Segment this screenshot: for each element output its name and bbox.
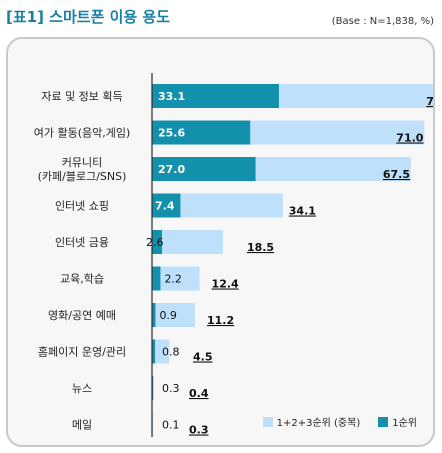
base-note: (Base : N=1,838, %) bbox=[331, 16, 434, 27]
legend-label-total: 1+2+3순위 (중복) bbox=[276, 418, 361, 429]
legend-swatch-first bbox=[378, 416, 389, 427]
category-label: 홈페이지 운영/관리 bbox=[38, 345, 126, 359]
bar-first bbox=[152, 157, 256, 181]
bar-total bbox=[152, 339, 170, 364]
category-label: 메일 bbox=[72, 418, 92, 432]
value-label-total: 34.1 bbox=[289, 205, 316, 218]
legend-swatch-total bbox=[262, 416, 273, 427]
legend: 1+2+3순위 (중복) 1순위 bbox=[262, 414, 417, 429]
value-label-first: 2.2 bbox=[164, 273, 182, 286]
bar-first bbox=[152, 266, 161, 291]
value-label-total: 18.5 bbox=[247, 241, 274, 254]
legend-label-first: 1순위 bbox=[392, 418, 417, 429]
bar-first bbox=[152, 339, 156, 364]
value-label-first: 7.4 bbox=[155, 200, 175, 213]
category-label: 자료 및 정보 획득 bbox=[41, 90, 122, 103]
bar-first bbox=[152, 120, 251, 145]
value-label-total: 11.2 bbox=[207, 314, 234, 327]
value-label-first: 2.6 bbox=[146, 236, 164, 249]
value-label-total: 12.4 bbox=[212, 278, 239, 291]
bar-first bbox=[152, 303, 156, 327]
value-label-total: 78.8 bbox=[426, 95, 433, 108]
value-label-total: 4.5 bbox=[193, 351, 213, 364]
category-label: 커뮤니티 bbox=[62, 156, 102, 169]
chart-title: [표1] 스마트폰 이용 용도 bbox=[6, 8, 171, 26]
value-label-total: 0.3 bbox=[189, 424, 209, 437]
category-label: 인터넷 금융 bbox=[55, 236, 109, 249]
category-label: 여가 활동(음악,게임) bbox=[34, 126, 131, 140]
value-label-first: 0.3 bbox=[162, 382, 180, 395]
bar-first bbox=[152, 84, 279, 108]
value-label-first: 0.8 bbox=[162, 346, 180, 359]
value-label-first: 33.1 bbox=[158, 90, 185, 103]
category-label: 뉴스 bbox=[72, 382, 92, 395]
bar-total bbox=[152, 303, 195, 327]
category-label: 교육,학습 bbox=[60, 273, 104, 286]
value-label-total: 67.5 bbox=[383, 168, 410, 181]
category-label: 영화/공연 예매 bbox=[48, 309, 116, 322]
value-label-total: 0.4 bbox=[189, 387, 209, 400]
value-label-first: 27.0 bbox=[158, 163, 185, 176]
value-label-total: 71.0 bbox=[396, 132, 423, 145]
chart-panel: 자료 및 정보 획득 33.1 78.8 여가 활동(음악,게임) 25.6 71.0 커뮤… bbox=[6, 37, 435, 447]
bar-first bbox=[152, 230, 162, 254]
value-label-first: 0.9 bbox=[159, 309, 177, 322]
bar-total bbox=[152, 230, 223, 254]
category-label: (카페/블로그/SNS) bbox=[38, 170, 127, 183]
category-label: 인터넷 쇼핑 bbox=[55, 200, 109, 213]
value-label-first: 0.1 bbox=[162, 419, 180, 432]
bar-first bbox=[152, 193, 181, 218]
bar-chart: 자료 및 정보 획득 33.1 78.8 여가 활동(음악,게임) 25.6 71.0 커뮤… bbox=[34, 73, 433, 437]
value-label-first: 25.6 bbox=[158, 127, 185, 140]
